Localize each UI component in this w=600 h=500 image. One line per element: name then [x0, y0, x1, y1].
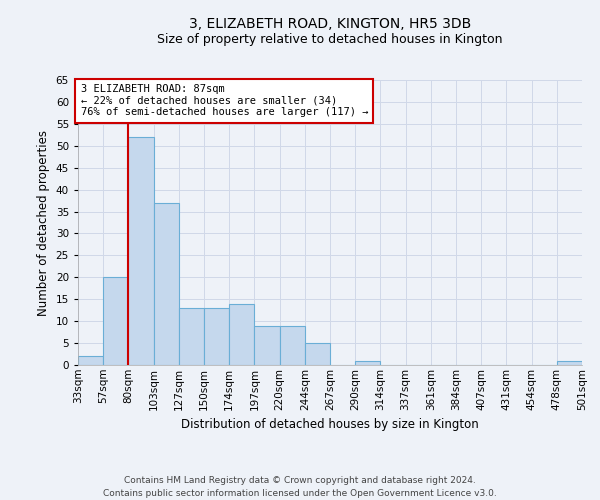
Bar — [179, 308, 204, 365]
Bar — [280, 326, 305, 365]
X-axis label: Distribution of detached houses by size in Kington: Distribution of detached houses by size … — [181, 418, 479, 431]
Bar — [355, 360, 380, 365]
Text: Size of property relative to detached houses in Kington: Size of property relative to detached ho… — [157, 32, 503, 46]
Bar — [557, 360, 582, 365]
Bar — [103, 278, 128, 365]
Y-axis label: Number of detached properties: Number of detached properties — [37, 130, 50, 316]
Bar — [154, 203, 179, 365]
Bar — [254, 326, 280, 365]
Bar — [229, 304, 254, 365]
Bar — [78, 356, 103, 365]
Text: 3 ELIZABETH ROAD: 87sqm
← 22% of detached houses are smaller (34)
76% of semi-de: 3 ELIZABETH ROAD: 87sqm ← 22% of detache… — [80, 84, 368, 117]
Text: Contains HM Land Registry data © Crown copyright and database right 2024.
Contai: Contains HM Land Registry data © Crown c… — [103, 476, 497, 498]
Text: 3, ELIZABETH ROAD, KINGTON, HR5 3DB: 3, ELIZABETH ROAD, KINGTON, HR5 3DB — [189, 18, 471, 32]
Bar — [204, 308, 229, 365]
Bar — [305, 343, 330, 365]
Bar — [128, 137, 154, 365]
